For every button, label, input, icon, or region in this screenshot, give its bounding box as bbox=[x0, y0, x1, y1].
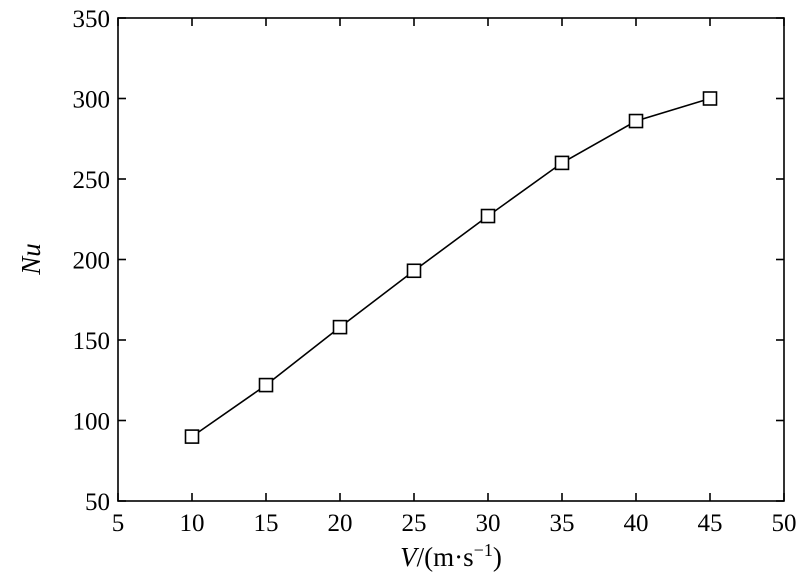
data-point-marker bbox=[184, 429, 200, 444]
y-tick-label: 100 bbox=[73, 409, 111, 436]
tick-labels: 5 10 15 20 25 30 35 40 45 50 50 100 150 200 250 300 350 bbox=[73, 6, 797, 537]
data-point-marker bbox=[628, 113, 644, 129]
y-tick-label: 50 bbox=[85, 489, 110, 516]
data-point-marker bbox=[258, 377, 274, 393]
data-point-marker bbox=[332, 319, 348, 335]
series-line bbox=[191, 97, 711, 438]
x-tick-label: 20 bbox=[328, 510, 353, 537]
x-tick-label: 5 bbox=[112, 510, 125, 537]
data-point-marker bbox=[702, 91, 718, 106]
x-tick-label: 40 bbox=[624, 510, 649, 537]
x-tick-label: 25 bbox=[402, 510, 427, 537]
x-tick-label: 15 bbox=[254, 510, 279, 537]
x-tick-label: 30 bbox=[476, 510, 501, 537]
x-tick-label: 35 bbox=[550, 510, 575, 537]
data-point-marker bbox=[554, 155, 570, 171]
data-point-marker bbox=[406, 263, 422, 279]
y-tick-label: 300 bbox=[73, 87, 111, 114]
y-tick-label: 150 bbox=[73, 328, 111, 355]
series-group bbox=[184, 91, 718, 444]
tick-marks bbox=[117, 17, 785, 502]
x-tick-label: 50 bbox=[772, 510, 797, 537]
plot-frame bbox=[117, 17, 785, 502]
y-axis-label: Nu bbox=[16, 243, 46, 276]
x-axis-label: V/(m·s−1) bbox=[400, 540, 502, 572]
y-tick-label: 200 bbox=[73, 248, 111, 275]
y-tick-label: 350 bbox=[73, 6, 111, 33]
x-tick-label: 45 bbox=[698, 510, 723, 537]
data-point-marker bbox=[480, 208, 496, 224]
x-tick-label: 10 bbox=[180, 510, 205, 537]
y-tick-label: 250 bbox=[73, 167, 111, 194]
